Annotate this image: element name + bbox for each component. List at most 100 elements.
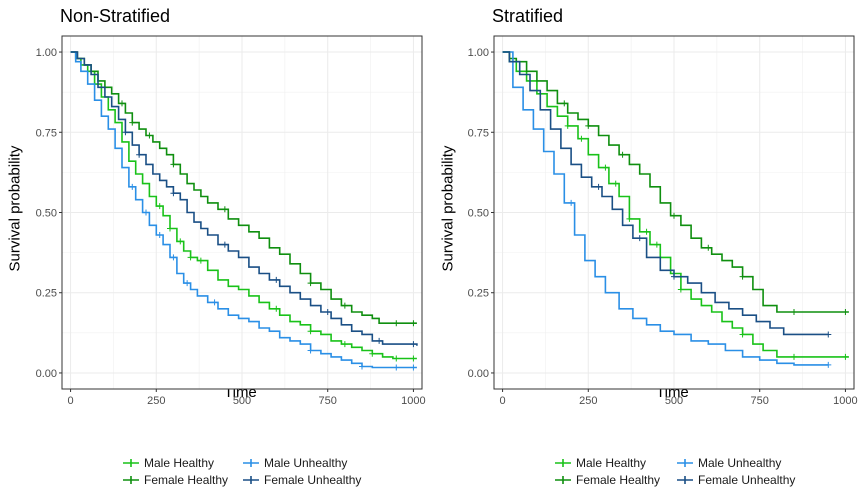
right-censor-mark-female-healthy: [842, 308, 849, 315]
left-censor-mark-male-healthy: [167, 225, 173, 232]
right-legend-label-female-healthy: Female Healthy: [576, 473, 661, 487]
left-y-tick-label: 0.25: [36, 288, 57, 300]
left-series-female-unhealthy: [70, 51, 418, 346]
left-censor-mark-male-unhealthy: [156, 231, 163, 238]
right-legend-label-male-healthy: Male Healthy: [576, 456, 647, 470]
left-legend-label-female-healthy: Female Healthy: [144, 473, 229, 487]
legend-key-glyph: [123, 476, 139, 484]
right-censor-mark-female-healthy: [561, 100, 568, 107]
left-legend-key-male-healthy: [120, 456, 142, 470]
right-series-female-healthy: [502, 51, 849, 313]
right-censor-mark-male-unhealthy: [825, 361, 832, 368]
left-censor-mark-male-healthy: [156, 203, 163, 210]
right-censor-mark-male-healthy: [612, 180, 619, 187]
right-legend-key-female-unhealthy: [674, 473, 696, 487]
right-y-tick-label: 1.00: [468, 47, 489, 59]
left-censor-mark-male-unhealthy: [170, 254, 177, 261]
left-censor-mark-male-healthy: [273, 305, 280, 312]
right-censor-mark-female-healthy: [705, 244, 712, 251]
right-censor-mark-male-healthy: [578, 135, 585, 142]
left-legend-key-female-healthy: [120, 473, 142, 487]
left-censor-mark-male-healthy: [393, 355, 400, 362]
right-y-tick-label: 0.25: [468, 288, 489, 300]
left-censor-mark-male-unhealthy: [410, 364, 417, 371]
legend-key-glyph: [677, 476, 693, 484]
right-censor-mark-female-healthy: [671, 212, 677, 219]
right-legend-label-male-unhealthy: Male Unhealthy: [698, 456, 782, 470]
right-censor-mark-male-healthy: [643, 228, 650, 235]
legend-key-mark: [243, 459, 259, 467]
left-censor-mark-male-unhealthy: [393, 364, 400, 371]
left-legend: Male Healthy Female Healthy Male Unhealt…: [120, 456, 380, 490]
right-x-tick-label: 0: [500, 395, 506, 407]
left-y-tick-label: 0.75: [36, 127, 57, 139]
left-censor-mark-female-healthy: [119, 100, 125, 107]
left-censor-mark-male-unhealthy: [129, 183, 136, 190]
legend-key-mark: [123, 476, 139, 484]
left-y-tick-label: 1.00: [36, 47, 57, 59]
legend-key-mark: [555, 459, 571, 467]
right-series-female-unhealthy: [502, 51, 829, 336]
right-y-tick-label: 0.00: [468, 368, 489, 380]
right-censor-mark-male-healthy: [653, 241, 660, 248]
right-plot-area: 0 250 500 750 1000 0.00 0.25 0.50 0.75 1.00: [468, 35, 858, 407]
right-x-tick-label: 250: [579, 395, 597, 407]
left-censor-mark-male-healthy: [177, 238, 184, 245]
left-legend-label-male-healthy: Male Healthy: [144, 456, 215, 470]
legend-key-mark: [555, 476, 571, 484]
left-censor-mark-female-healthy: [146, 132, 153, 139]
left-censor-mark-female-unhealthy: [221, 241, 228, 248]
right-censor-mark-male-unhealthy: [568, 199, 575, 206]
right-legend-key-male-unhealthy: [674, 456, 696, 470]
left-legend-label-male-unhealthy: Male Unhealthy: [264, 456, 348, 470]
left-censor-mark-female-unhealthy: [122, 129, 129, 136]
right-censor-mark-male-healthy: [602, 164, 609, 171]
legend-key-mark: [677, 476, 693, 484]
right-y-tick-label: 0.50: [468, 208, 489, 220]
legend-key-glyph: [243, 459, 259, 467]
right-series-male-healthy: [502, 51, 849, 358]
left-series-female-healthy: [70, 51, 417, 324]
right-legend: Male Healthy Female Healthy Male Unhealt…: [552, 456, 812, 490]
left-censor-mark-female-healthy: [221, 206, 228, 213]
legend-key-glyph: [555, 476, 571, 484]
legend-key-mark: [123, 459, 139, 467]
right-censor-mark-female-healthy: [739, 273, 746, 280]
right-legend-label-female-unhealthy: Female Unhealthy: [698, 473, 796, 487]
left-censor-mark-male-unhealthy: [184, 280, 191, 287]
right-series-male-unhealthy: [502, 51, 829, 366]
right-censor-mark-male-healthy: [677, 286, 684, 293]
right-censor-mark-male-healthy: [564, 122, 571, 129]
legend-key-glyph: [123, 459, 139, 467]
left-censor-mark-male-healthy: [307, 328, 314, 335]
legend-key-glyph: [243, 476, 259, 484]
left-censor-mark-male-unhealthy: [143, 209, 149, 216]
left-legend-key-female-unhealthy: [240, 473, 262, 487]
right-panel-title: Stratified: [492, 6, 564, 26]
right-censor-mark-female-unhealthy: [595, 183, 602, 190]
left-y-tick-label: 0.50: [36, 208, 57, 220]
left-censor-mark-female-unhealthy: [136, 151, 143, 158]
left-censor-mark-female-healthy: [393, 320, 400, 327]
right-censor-mark-female-unhealthy: [636, 235, 643, 242]
left-censor-mark-female-unhealthy: [273, 276, 280, 283]
legend-key-glyph: [555, 459, 571, 467]
left-y-tick-label: 0.00: [36, 368, 57, 380]
left-censor-mark-male-healthy: [341, 341, 348, 348]
right-x-tick-label: 1000: [833, 395, 857, 407]
left-censor-mark-female-unhealthy: [324, 308, 331, 315]
left-panel-title: Non-Stratified: [60, 6, 171, 26]
right-x-tick-label: 750: [751, 395, 769, 407]
left-censor-mark-male-unhealthy: [211, 299, 218, 306]
right-censor-mark-female-healthy: [585, 122, 592, 129]
right-legend-key-male-healthy: [552, 456, 574, 470]
right-censor-mark-female-healthy: [619, 151, 626, 158]
left-censor-mark-male-healthy: [369, 350, 376, 357]
left-legend-key-male-unhealthy: [240, 456, 262, 470]
left-censor-mark-female-healthy: [129, 119, 136, 126]
left-plot-area: 0 250 500 750 1000 0.00 0.25 0.50 0.75 1.00: [36, 35, 426, 407]
left-censor-mark-male-unhealthy: [359, 363, 365, 370]
left-x-tick-label: 500: [233, 395, 251, 407]
right-y-tick-label: 0.75: [468, 127, 489, 139]
left-censor-mark-female-healthy: [307, 280, 314, 287]
